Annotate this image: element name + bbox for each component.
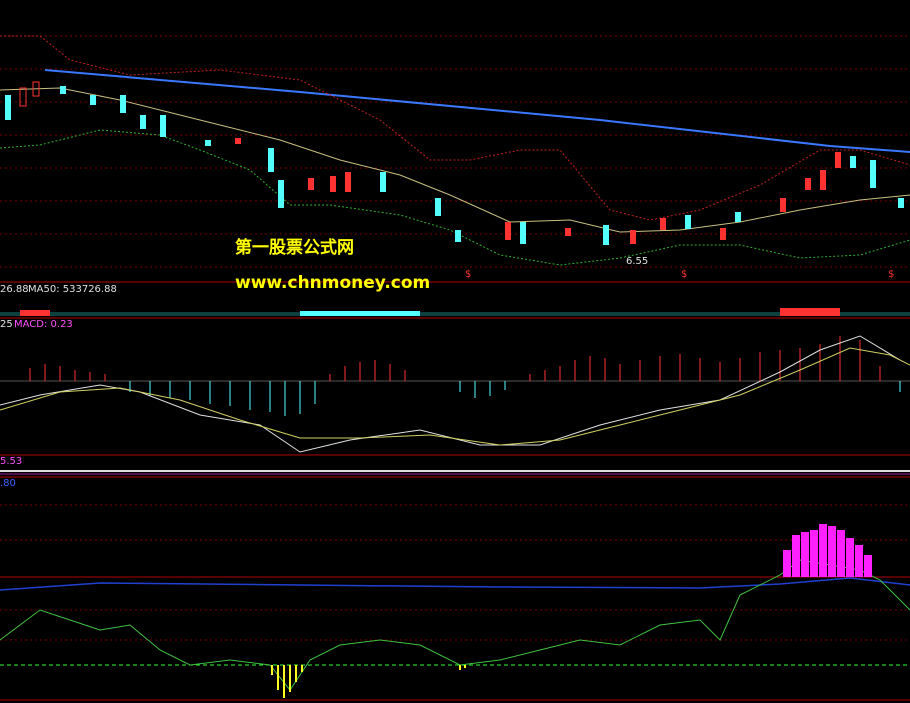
watermark-title: 第一股票公式网 (235, 237, 354, 258)
volume-value: 26.88 (0, 284, 29, 295)
grid (0, 35, 910, 641)
indicator1-label: 5.53 (0, 456, 22, 467)
ma-line (0, 87, 910, 233)
panel-borders (0, 281, 910, 701)
magenta-bars (783, 524, 872, 577)
volume-bars (0, 308, 910, 316)
dea-line (0, 347, 910, 446)
yellow-bars (271, 665, 466, 698)
watermark-url: www.chnmoney.com (235, 273, 430, 293)
lower-band (0, 129, 910, 266)
marker: $ (465, 269, 471, 280)
low-label: 6.55 (626, 256, 648, 267)
upper-band (0, 35, 910, 221)
macd-bars (29, 336, 901, 416)
marker: $ (681, 269, 687, 280)
blue-line (0, 577, 910, 591)
green-curve (0, 559, 910, 691)
marker: $ (888, 269, 894, 280)
candles (5, 81, 904, 245)
dif-line (0, 335, 901, 453)
indicator2-label: .80 (0, 478, 16, 489)
volume-ma: MA50: 533726.88 (28, 284, 117, 295)
trend-line (44, 69, 910, 153)
macd-value: 25 (0, 319, 13, 330)
macd-label: MACD: 0.23 (14, 319, 73, 330)
